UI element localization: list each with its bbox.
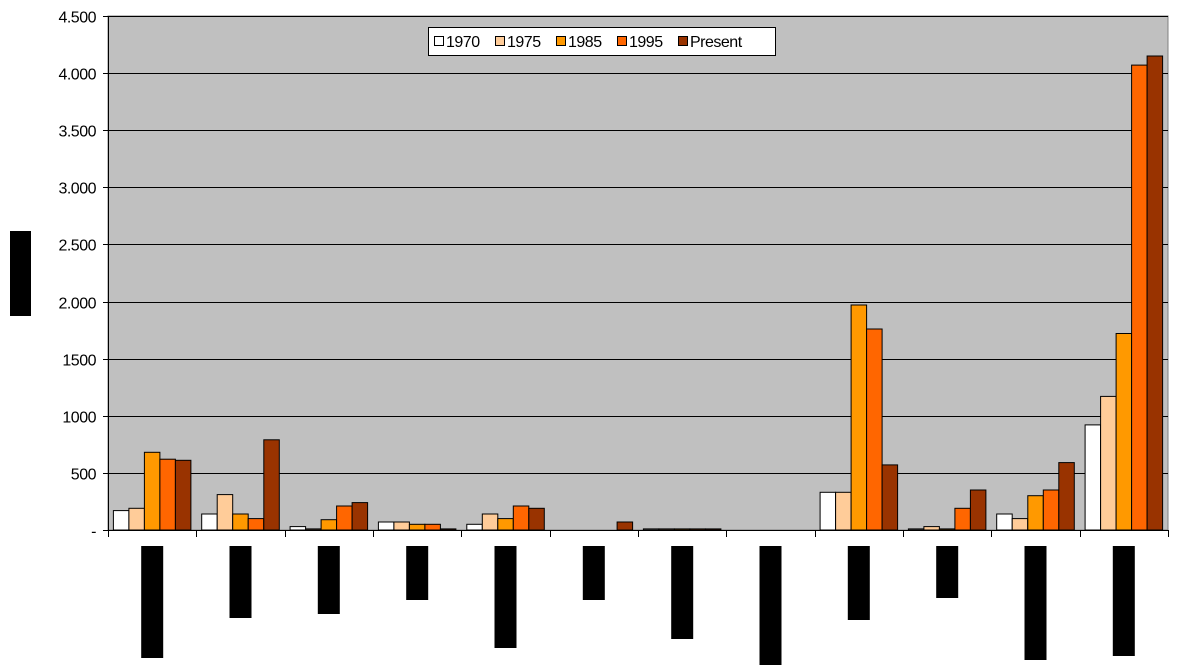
bar-present [528,507,545,531]
legend-label: Present [690,34,743,51]
bar-1985 [143,451,161,531]
bar-1970 [996,513,1013,531]
bar-1970 [466,523,483,531]
legend-swatch [495,36,505,46]
redacted-category-label [1024,546,1047,660]
bar-1995 [424,523,441,531]
bar-1995 [1131,64,1148,531]
redacted-y-axis-title [10,231,31,316]
redacted-category-label [141,546,164,658]
bar-present [1146,55,1164,531]
y-tick-label: 2.000 [58,296,96,313]
bar-1985 [408,523,426,531]
bar-1995 [689,528,706,531]
bar-1995 [866,328,883,531]
bar-1975 [1011,518,1029,531]
bar-present [439,528,457,531]
bar-1985 [320,519,338,531]
bar-1985 [938,528,956,531]
redacted-labels [10,231,1135,665]
bar-1970 [907,528,925,531]
y-tick-label: 4.000 [58,67,96,84]
legend-box [428,27,776,56]
bar-1985 [497,518,514,531]
bar-present [616,521,634,531]
bar-present [1058,462,1075,531]
bar-1975 [305,528,322,531]
bar-1995 [247,518,265,531]
legend-swatch [556,36,566,46]
redacted-category-label [936,546,959,598]
legend-swatch [678,36,688,46]
bar-1970 [289,526,307,531]
bar-1975 [1100,395,1117,531]
redacted-category-label [847,546,870,620]
bar-1985 [850,304,868,531]
bar-1975 [481,513,499,531]
redacted-category-label [317,546,340,614]
bar-1995 [1042,489,1060,531]
bar-1985 [1115,333,1133,531]
redacted-category-label [229,546,252,618]
redacted-category-label [582,546,605,600]
bar-1975 [128,507,145,531]
bar-1970 [642,528,660,531]
axes [103,16,1169,537]
legend-swatch [617,36,627,46]
bar-present [969,489,987,531]
y-tick-label: 2.500 [58,238,96,255]
gridlines [108,16,1168,474]
y-tick-label: 500 [71,467,97,484]
y-tick-label: 3.000 [58,181,96,198]
legend-swatch [434,36,444,46]
y-tick-label: 1000 [62,410,96,427]
legend-label: 1985 [568,34,602,51]
bar-1995 [159,458,176,531]
bar-1975 [835,491,852,531]
y-tick-label: 1500 [62,353,96,370]
bar-1995 [954,507,971,531]
redacted-category-label [406,546,429,600]
bar-1970 [201,513,218,531]
legend-label: 1995 [629,34,663,51]
bar-1970 [377,521,395,531]
bar-1985 [232,513,249,531]
plot-area [107,15,1169,531]
bar-1995 [336,505,353,531]
bar-present [263,439,280,531]
bar-1970 [112,510,130,531]
bar-1970 [819,491,837,531]
y-tick-label: - [91,524,96,541]
redacted-category-label [494,546,517,648]
bar-1975 [923,526,940,531]
y-axis-tick-labels: - 500 1000 1500 2.000 2.500 3.000 3.500 4.000 4.5… [58,10,97,541]
bar-present [174,459,192,531]
legend-label: 1970 [446,34,480,51]
redacted-category-label [1112,546,1135,656]
bar-present [351,502,369,531]
bar-1975 [216,494,234,531]
bar-present [881,464,899,531]
legend: 1970 1975 1985 1995 Present [428,27,776,56]
legend-label: 1975 [507,34,541,51]
y-tick-label: 3.500 [58,124,96,141]
bar-1975 [658,528,675,531]
y-tick-label: 4.500 [58,10,96,27]
bar-1985 [673,528,691,531]
bar-1970 [1084,424,1102,531]
bar-1995 [512,505,530,531]
bar-present [704,528,722,531]
bar-1975 [393,521,410,531]
bar-1985 [1027,495,1044,531]
redacted-category-label [671,546,694,639]
redacted-category-label [759,546,782,665]
